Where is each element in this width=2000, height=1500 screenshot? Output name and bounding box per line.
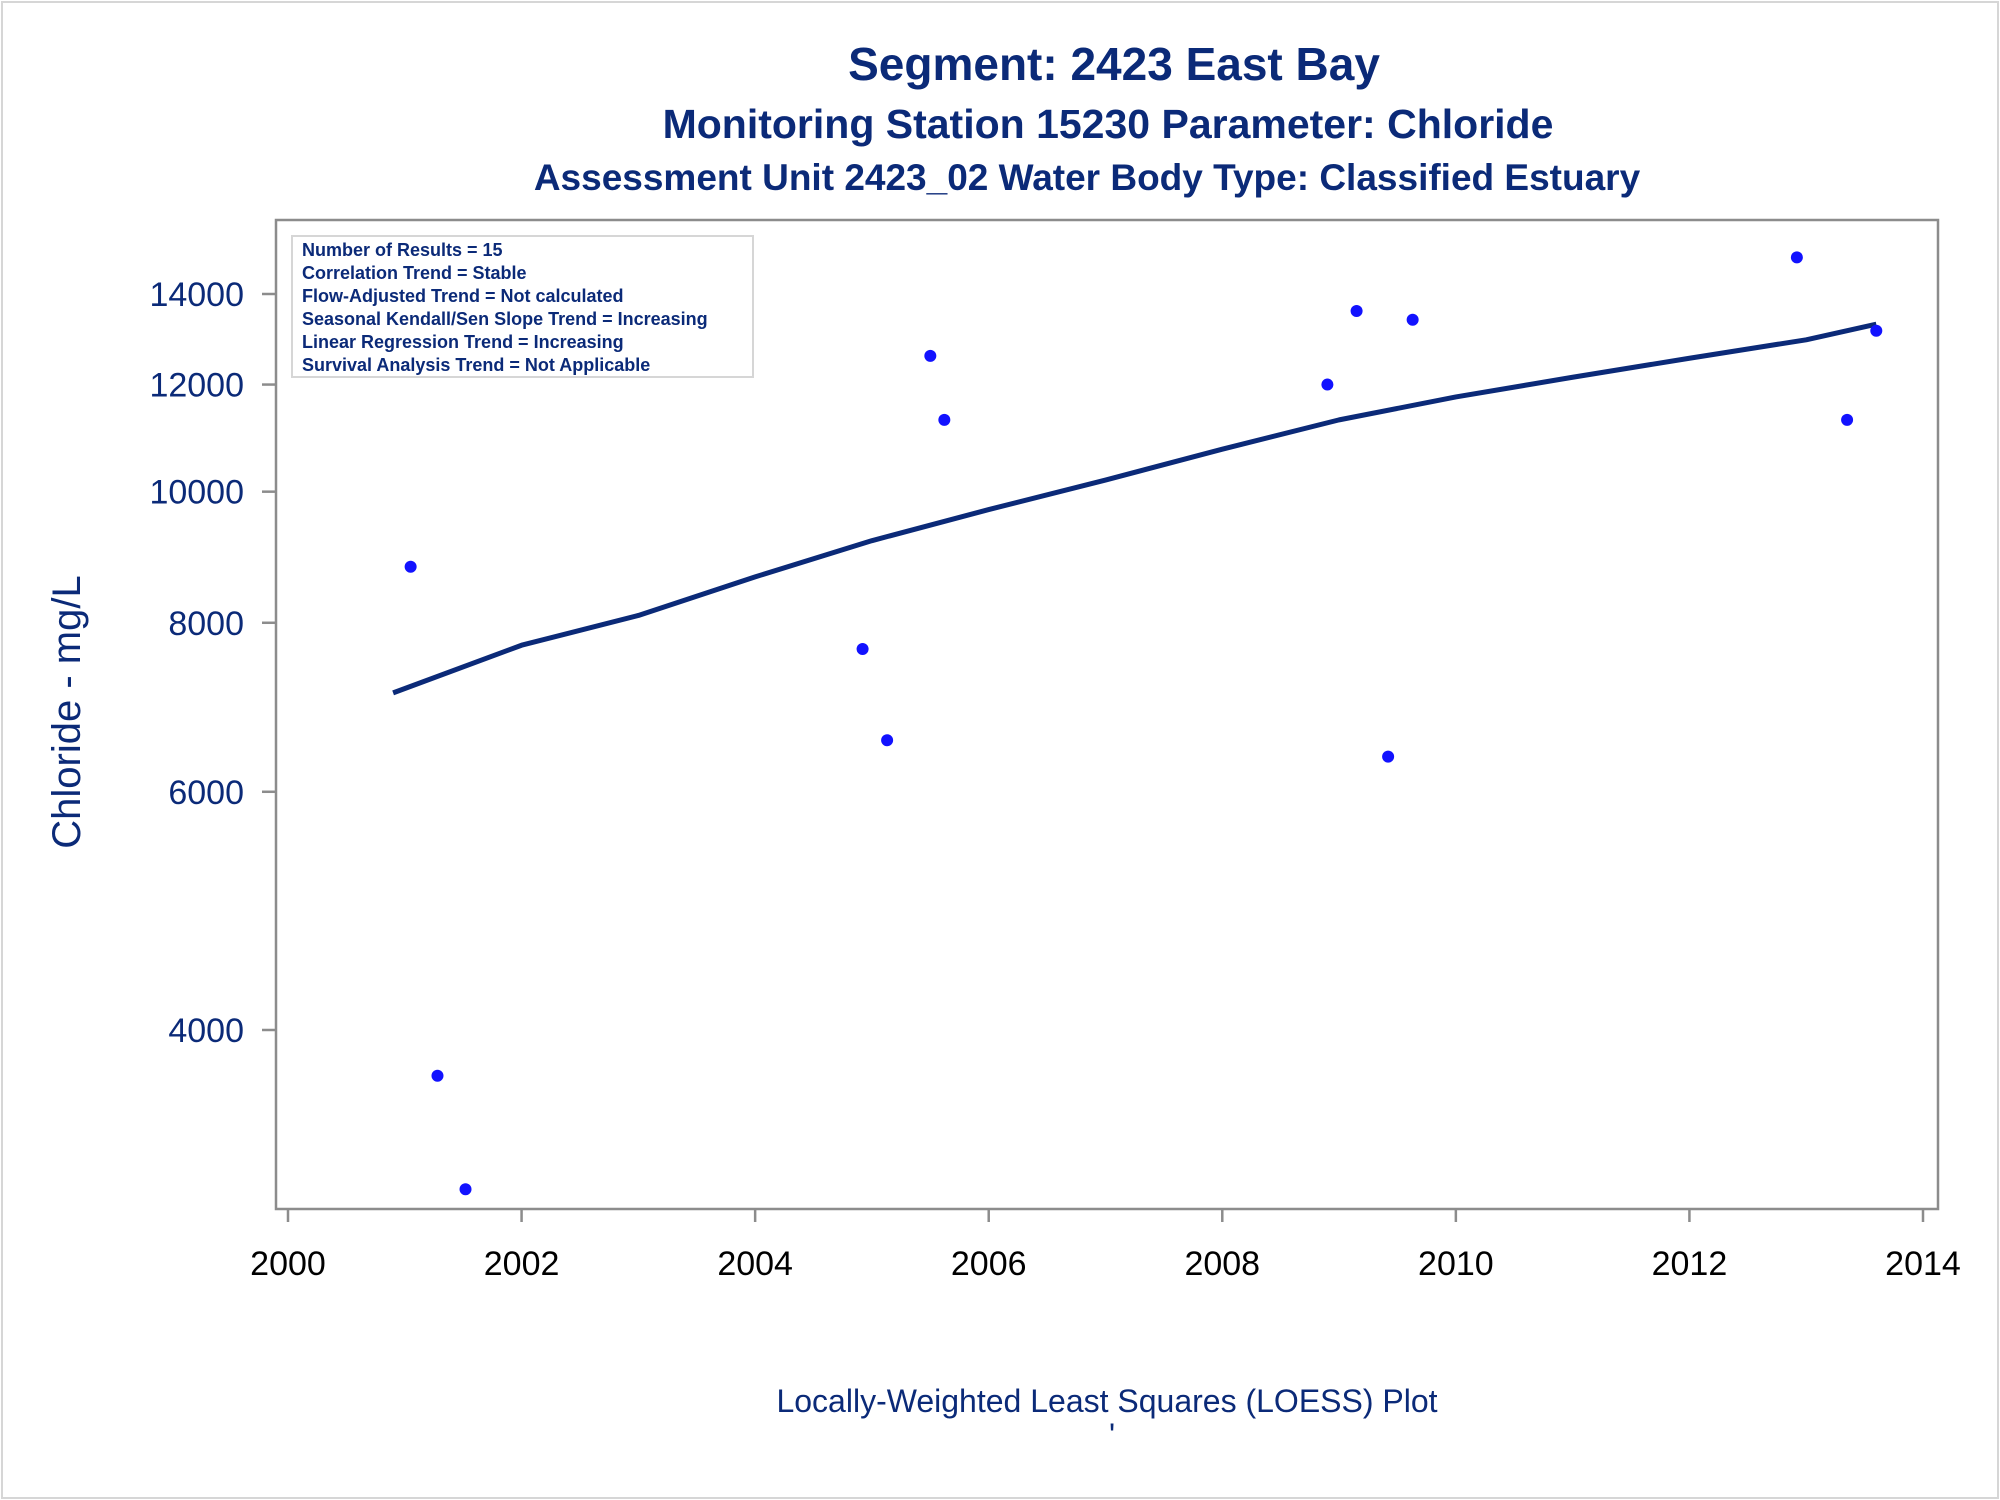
stats-line: Seasonal Kendall/Sen Slope Trend = Incre… — [302, 309, 708, 329]
x-tick-label: 2002 — [484, 1245, 560, 1283]
y-axis: 4000 6000 8000 10000 12000 14000 — [149, 276, 276, 1050]
chart-title: Segment: 2423 East Bay — [848, 38, 1380, 90]
y-tick-label: 14000 — [149, 276, 244, 314]
y-tick-label: 6000 — [168, 774, 244, 812]
y-tick-label: 10000 — [149, 474, 244, 512]
data-point — [1406, 313, 1419, 326]
y-tick-label: 12000 — [149, 367, 244, 405]
x-tick-label: 2000 — [250, 1245, 326, 1283]
chart-subtitle-2: Assessment Unit 2423_02 Water Body Type:… — [534, 157, 1641, 198]
data-point — [881, 734, 894, 747]
stats-box: Number of Results = 15 Correlation Trend… — [291, 235, 754, 378]
footnote-mark: ' — [1109, 1417, 1115, 1453]
data-point — [404, 560, 417, 573]
loess-series — [392, 321, 1877, 696]
x-tick-label: 2006 — [951, 1245, 1027, 1283]
stats-line: Number of Results = 15 — [302, 240, 503, 260]
x-tick-label: 2012 — [1652, 1245, 1728, 1283]
data-point — [1382, 750, 1395, 763]
data-point — [938, 413, 951, 426]
stats-line: Correlation Trend = Stable — [302, 263, 527, 283]
x-tick-label: 2008 — [1184, 1245, 1260, 1283]
data-point — [431, 1069, 444, 1082]
data-point — [1321, 378, 1334, 391]
points-series — [387, 251, 1883, 1196]
data-point — [1790, 251, 1803, 264]
y-tick-label: 4000 — [168, 1012, 244, 1050]
x-tick-label: 2014 — [1885, 1245, 1961, 1283]
x-tick-label: 2010 — [1418, 1245, 1494, 1283]
loess-line — [392, 321, 1877, 696]
footnote: Locally-Weighted Least Squares (LOESS) P… — [776, 1383, 1437, 1419]
stats-box-border — [291, 235, 754, 378]
plot-area — [274, 218, 1940, 1211]
chart-subtitle: Monitoring Station 15230 Parameter: Chlo… — [663, 101, 1554, 147]
stats-line: Linear Regression Trend = Increasing — [302, 332, 624, 352]
data-point — [1870, 324, 1883, 337]
stats-line: Survival Analysis Trend = Not Applicable — [302, 355, 650, 375]
data-point — [924, 349, 937, 362]
y-tick-label: 8000 — [168, 605, 244, 643]
x-axis: 2000 2002 2004 2006 2008 2010 2012 2014 — [250, 1209, 1961, 1283]
data-point — [1350, 305, 1363, 318]
data-point — [856, 643, 869, 656]
x-tick-label: 2004 — [717, 1245, 793, 1283]
y-axis-label: Chloride - mg/L — [45, 575, 89, 848]
stats-line: Flow-Adjusted Trend = Not calculated — [302, 286, 624, 306]
data-point — [1841, 413, 1854, 426]
data-point — [459, 1183, 472, 1196]
